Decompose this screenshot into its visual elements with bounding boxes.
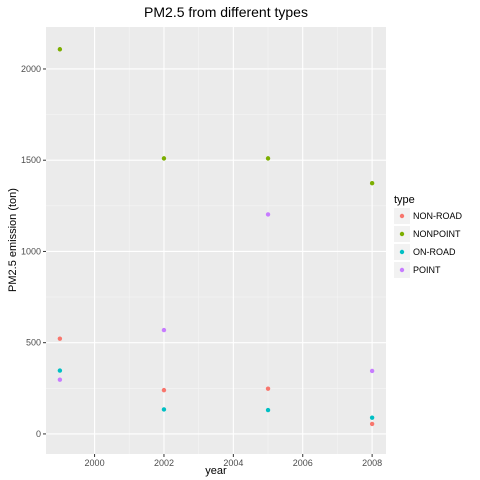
legend-label-on-road: ON-ROAD: [413, 247, 456, 257]
x-axis-title: year: [205, 465, 227, 477]
x-tick-label: 2004: [223, 458, 243, 468]
data-point-on-road: [369, 415, 375, 420]
data-point-nonpoint: [161, 156, 167, 161]
y-tick-label: 0: [36, 429, 41, 439]
data-point-nonpoint: [57, 47, 63, 52]
data-point-point: [57, 377, 63, 382]
legend-label-non-road: NON-ROAD: [413, 211, 462, 221]
legend: type NON-ROAD NONPOINT ON-ROAD POINT: [394, 194, 462, 278]
y-tick-label: 1500: [21, 155, 41, 165]
y-tick-label: 2000: [21, 64, 41, 74]
data-point-nonpoint: [369, 181, 375, 186]
plot-panel: [46, 27, 386, 454]
x-tick-label: 2002: [154, 458, 174, 468]
data-point-non-road: [265, 386, 271, 391]
data-point-non-road: [57, 336, 63, 341]
legend-title: type: [394, 194, 415, 206]
legend-marker-non-road: [399, 213, 405, 219]
data-point-on-road: [265, 407, 271, 413]
chart-title: PM2.5 from different types: [144, 4, 308, 20]
data-point-point: [161, 327, 167, 333]
legend-marker-nonpoint: [399, 231, 405, 237]
y-tick-label: 1000: [21, 246, 41, 256]
x-tick-label: 2000: [85, 458, 105, 468]
data-point-on-road: [161, 407, 167, 412]
legend-marker-on-road: [399, 249, 405, 255]
legend-label-nonpoint: NONPOINT: [413, 229, 461, 239]
x-tick-label: 2006: [293, 458, 313, 468]
x-tick-label: 2008: [362, 458, 382, 468]
data-point-on-road: [57, 368, 63, 373]
data-point-non-road: [161, 387, 167, 393]
grid-lines: [46, 27, 386, 454]
y-axis-title: PM2.5 emission (ton): [7, 188, 19, 292]
data-points: [57, 47, 375, 427]
legend-label-point: POINT: [413, 265, 441, 275]
data-point-point: [265, 212, 271, 217]
data-point-non-road: [369, 421, 375, 427]
axes: 2000 2002 2004 2006 2008 0 500 1000 1500 2000: [21, 64, 382, 468]
data-point-nonpoint: [265, 156, 271, 161]
y-tick-label: 500: [26, 338, 41, 348]
legend-marker-point: [399, 267, 405, 273]
data-point-point: [369, 368, 375, 374]
